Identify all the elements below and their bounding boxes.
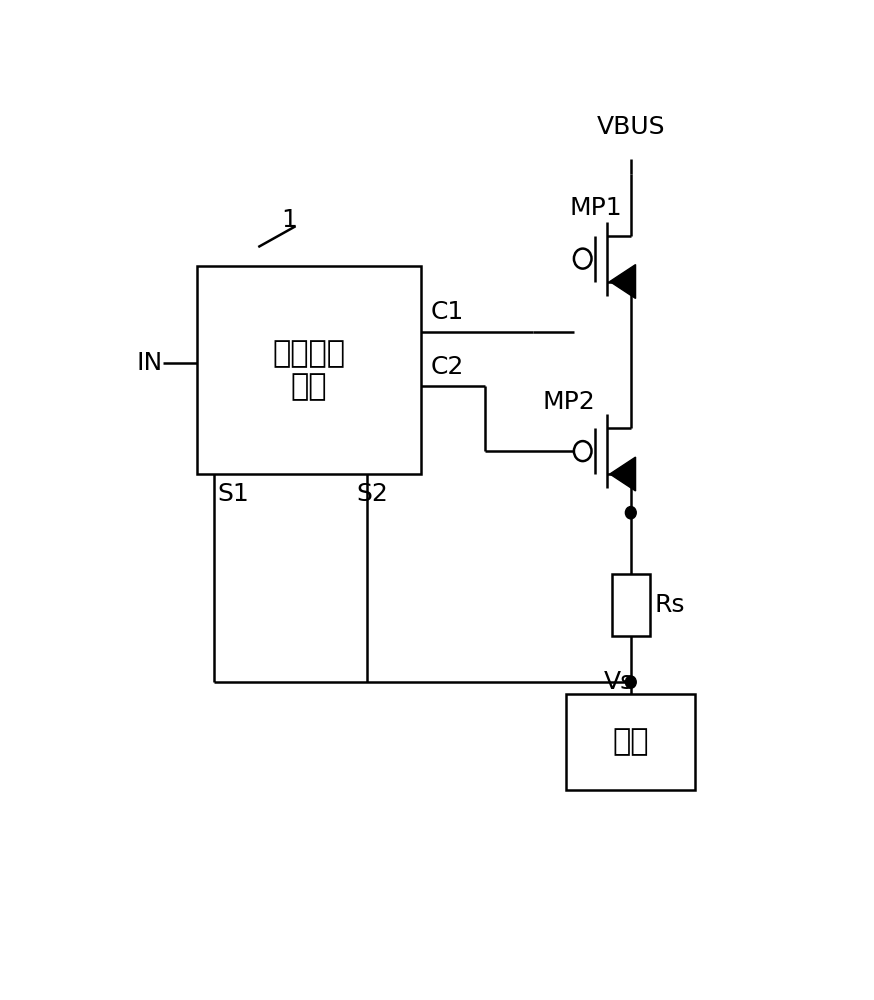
Bar	[198, 266, 421, 474]
Text: 1: 1	[281, 208, 296, 232]
Polygon shape	[610, 265, 635, 298]
Text: Rs: Rs	[655, 593, 685, 617]
Bar	[566, 694, 695, 790]
Text: 电池: 电池	[613, 727, 649, 756]
Text: S2: S2	[357, 482, 388, 506]
Text: VBUS: VBUS	[597, 115, 665, 139]
Text: IN: IN	[136, 351, 163, 375]
Circle shape	[574, 441, 592, 461]
Text: C1: C1	[431, 300, 464, 324]
Text: MP2: MP2	[543, 390, 595, 414]
Text: Vs: Vs	[604, 670, 634, 694]
Circle shape	[626, 676, 636, 688]
Text: S1: S1	[218, 482, 249, 506]
Text: 充电控制
电路: 充电控制 电路	[273, 339, 345, 402]
Circle shape	[626, 507, 636, 519]
Text: MP1: MP1	[570, 196, 622, 220]
Polygon shape	[610, 457, 635, 491]
Circle shape	[574, 249, 592, 269]
Bar	[612, 574, 649, 636]
Text: C2: C2	[431, 355, 464, 379]
